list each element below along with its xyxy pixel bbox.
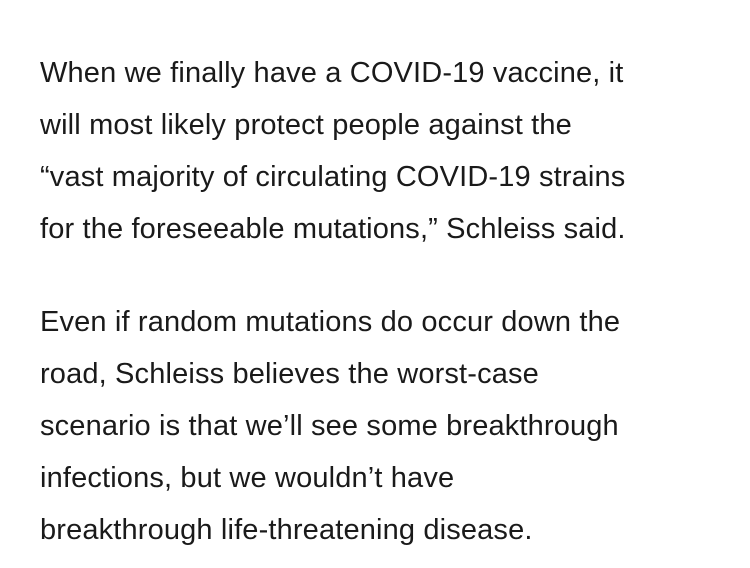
- paragraph-line: for the foreseeable mutations,” Schleiss…: [40, 213, 626, 245]
- paragraph-line: infections, but we wouldn’t have: [40, 462, 455, 494]
- paragraph-line: breakthrough life-threatening disease.: [40, 514, 533, 546]
- paragraph-line: When we finally have a COVID-19 vaccine,…: [40, 57, 624, 89]
- article-body: When we finally have a COVID-19 vaccine,…: [40, 47, 730, 556]
- paragraph-line: road, Schleiss believes the worst-case: [40, 358, 539, 390]
- paragraph-vaccine-protection: When we finally have a COVID-19 vaccine,…: [40, 47, 730, 255]
- paragraph-line: Even if random mutations do occur down t…: [40, 306, 621, 338]
- paragraph-line: “vast majority of circulating COVID-19 s…: [40, 161, 626, 193]
- paragraph-line: will most likely protect people against …: [40, 109, 572, 141]
- paragraph-line: scenario is that we’ll see some breakthr…: [40, 410, 619, 442]
- paragraph-random-mutations: Even if random mutations do occur down t…: [40, 296, 730, 556]
